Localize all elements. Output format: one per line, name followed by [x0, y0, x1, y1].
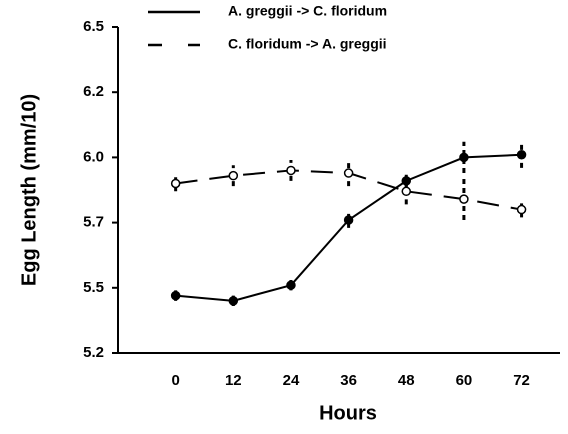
- x-tick-label: 72: [513, 372, 530, 389]
- legend-label: C. floridum -> A. greggii: [228, 36, 387, 52]
- x-tick-label: 36: [340, 372, 357, 389]
- y-axis-label: Egg Length (mm/10): [18, 94, 40, 286]
- x-axis-label: Hours: [319, 402, 377, 424]
- data-point: [401, 186, 412, 197]
- data-point: [228, 170, 239, 181]
- x-tick-label: 60: [456, 372, 473, 389]
- data-point: [228, 296, 239, 306]
- y-tick-label: 5.5: [83, 279, 104, 296]
- data-point: [459, 152, 469, 163]
- data-point: [343, 168, 354, 178]
- x-tick-label: 24: [283, 372, 300, 389]
- data-point: [516, 150, 527, 160]
- data-point: [343, 215, 354, 225]
- data-point: [516, 204, 527, 215]
- legend-label: A. greggii -> C. floridum: [228, 3, 387, 19]
- x-tick-label: 0: [171, 372, 179, 389]
- data-point: [170, 178, 181, 189]
- x-tick-label: 48: [398, 372, 415, 389]
- x-tick-label: 12: [225, 372, 242, 389]
- data-point: [286, 280, 296, 290]
- y-tick-label: 6.5: [83, 18, 104, 35]
- y-tick-label: 5.2: [83, 344, 104, 361]
- data-point: [170, 290, 181, 301]
- data-point: [459, 194, 469, 204]
- y-tick-label: 6.0: [83, 148, 104, 165]
- data-point: [286, 165, 296, 176]
- y-tick-label: 6.2: [83, 83, 104, 100]
- y-tick-label: 5.7: [83, 214, 104, 231]
